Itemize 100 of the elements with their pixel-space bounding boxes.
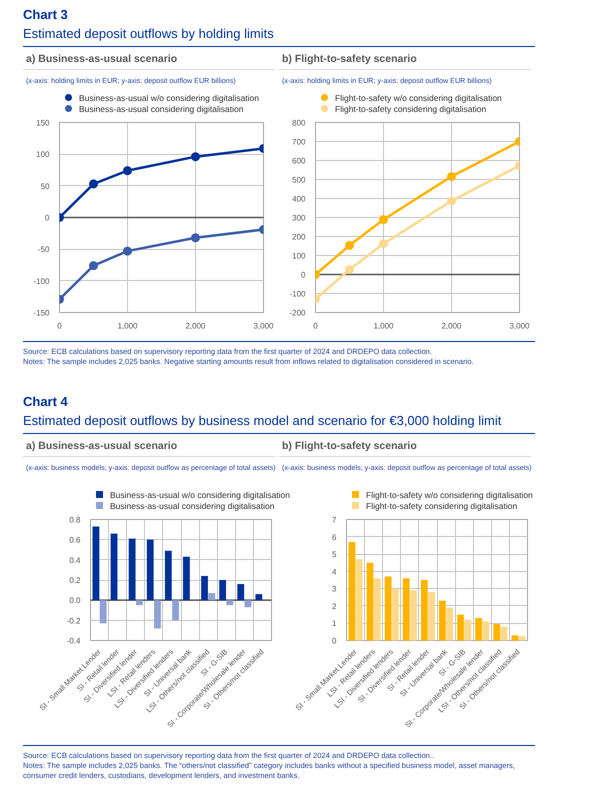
- y-tick-label: 0.0: [69, 596, 82, 606]
- y-tick-label: 100: [292, 252, 306, 260]
- x-tick-label: 1,000: [117, 322, 138, 330]
- point: [379, 239, 388, 248]
- y-tick-label: -200: [289, 308, 306, 318]
- bar: [110, 534, 118, 600]
- bar: [482, 621, 490, 640]
- bar: [208, 593, 216, 600]
- bar: [439, 600, 446, 640]
- bar: [500, 626, 508, 640]
- bar: [402, 578, 410, 640]
- bar: [348, 542, 356, 640]
- y-tick-label: 100: [36, 150, 50, 160]
- bar: [366, 562, 374, 640]
- y-tick-label: -150: [33, 308, 50, 318]
- y-tick-label: 0.2: [69, 576, 82, 585]
- point: [123, 166, 132, 176]
- bar: [511, 635, 518, 640]
- x-tick-label: 3,000: [253, 322, 274, 330]
- x-tick-label: 1,000: [373, 322, 394, 330]
- bar: [457, 614, 464, 640]
- bar: [136, 600, 143, 606]
- y-tick-label: 400: [292, 194, 306, 204]
- bar: [392, 588, 399, 640]
- bar: [172, 600, 179, 620]
- bar: [475, 618, 482, 640]
- text: Estimated deposit outflows by holding limits: [23, 25, 535, 47]
- point: [89, 179, 98, 188]
- bar: [464, 620, 472, 640]
- y-tick-label: 200: [292, 232, 306, 242]
- legend-label: Flight-to-safety w/o considering digitalisation: [335, 92, 502, 102]
- point: [379, 215, 388, 224]
- y-tick-label: 800: [292, 118, 306, 128]
- legend-label: Flight-to-safety w/o considering digitalisation: [366, 490, 533, 500]
- bar: [100, 600, 107, 624]
- point: [447, 172, 456, 181]
- y-tick-label: -0.2: [66, 616, 82, 626]
- legend-label: Business-as-usual considering digitalisation: [110, 500, 274, 510]
- legend-label: Business-as-usual w/o considering digitalisation: [110, 490, 290, 500]
- y-tick-label: 2: [332, 602, 338, 611]
- y-tick-label: 3: [332, 584, 338, 594]
- bar: [183, 556, 190, 600]
- legend-label: Business-as-usual w/o considering digitalisation: [79, 92, 260, 102]
- bar: [384, 576, 392, 640]
- y-tick-label: 150: [36, 118, 50, 128]
- legend-label: Flight-to-safety considering digitalisation: [366, 500, 518, 510]
- y-tick-label: 0.6: [69, 536, 82, 545]
- y-tick-label: 0: [332, 636, 338, 646]
- bar: [420, 580, 428, 640]
- bar: [410, 590, 417, 640]
- bar: [146, 540, 154, 600]
- point: [345, 240, 354, 250]
- bar: [226, 600, 234, 606]
- x-tick-label: 0: [313, 322, 318, 330]
- bar: [164, 550, 172, 600]
- bar: [154, 600, 161, 628]
- bar: [428, 592, 435, 640]
- point: [123, 246, 132, 256]
- y-tick-label: 600: [292, 156, 306, 166]
- y-tick-label: 0: [45, 214, 50, 222]
- bar: [356, 559, 363, 640]
- bar: [493, 624, 500, 640]
- chart-title: b) Flight-to-safety scenario: [279, 439, 531, 457]
- y-tick-label: 0.4: [69, 556, 82, 565]
- y-tick-label: 0: [301, 270, 306, 280]
- y-tick-label: 7: [332, 516, 338, 524]
- x-tick-label: 0: [57, 322, 62, 330]
- x-tick-label: 2,000: [441, 322, 462, 330]
- bar: [518, 636, 526, 640]
- caption: Chart 3: [23, 6, 69, 23]
- y-tick-label: 50: [40, 182, 50, 191]
- x-tick-label: 3,000: [509, 322, 530, 330]
- x-tick-label: 2,000: [185, 322, 206, 330]
- y-tick-label: 700: [292, 138, 306, 146]
- y-tick-label: 4: [332, 567, 338, 576]
- bar: [219, 580, 226, 600]
- bar: [446, 608, 454, 640]
- bar: [255, 594, 262, 600]
- legend-label: Flight-to-safety considering digitalisation: [335, 104, 486, 114]
- point: [191, 233, 200, 242]
- bar: [237, 584, 244, 600]
- point: [191, 152, 200, 162]
- y-tick-label: 300: [292, 214, 306, 222]
- legend-label: Business-as-usual considering digitalisation: [79, 104, 244, 114]
- y-tick-label: -0.4: [66, 636, 82, 646]
- bar: [201, 576, 208, 600]
- chart-title: b) Flight-to-safety scenario: [279, 52, 531, 70]
- y-tick-label: -100: [289, 290, 306, 298]
- y-tick-label: 6: [332, 532, 338, 542]
- y-tick-label: 1: [332, 619, 338, 628]
- chart-title: a) Business-as-usual scenario: [23, 439, 275, 457]
- bar: [92, 526, 100, 600]
- bar: [128, 538, 136, 600]
- chart-title: a) Business-as-usual scenario: [23, 52, 275, 70]
- text: Estimated deposit outflows by business model and scenario for €3,000 holding limit: [23, 412, 535, 434]
- y-tick-label: -100: [33, 276, 50, 286]
- point: [345, 265, 354, 274]
- point: [89, 261, 98, 270]
- caption: Chart 4: [23, 393, 69, 410]
- y-tick-label: -50: [38, 245, 50, 254]
